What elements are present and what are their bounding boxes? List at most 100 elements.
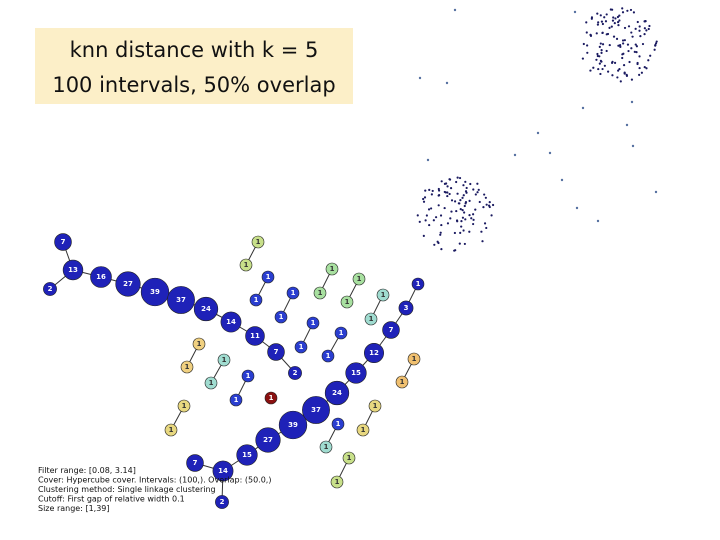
node (90, 266, 112, 288)
node-label: 39 (150, 288, 160, 296)
dot (464, 180, 467, 183)
dot (616, 15, 620, 19)
dot (603, 16, 606, 19)
node (352, 272, 366, 286)
dot (581, 57, 584, 60)
dot (598, 45, 601, 48)
dot (450, 210, 453, 213)
dot (647, 27, 650, 31)
node-label: 1 (361, 426, 366, 434)
dot (476, 191, 479, 194)
node-label: 1 (209, 379, 214, 387)
node (245, 326, 265, 346)
dot (484, 196, 487, 199)
node (398, 300, 414, 316)
dot (464, 202, 467, 205)
dot (612, 35, 616, 38)
dot (618, 67, 621, 71)
dot (439, 214, 443, 217)
node (407, 352, 421, 366)
dot (474, 193, 477, 196)
dot (655, 40, 658, 43)
dot (459, 208, 462, 211)
node (331, 417, 345, 431)
dot (629, 8, 633, 12)
dot (423, 196, 427, 199)
dot (607, 70, 610, 73)
node-label: 24 (201, 305, 211, 313)
node-label: 39 (288, 421, 298, 429)
dot (643, 20, 646, 23)
node (411, 277, 425, 291)
node (294, 340, 308, 354)
dot (616, 76, 619, 79)
dot (623, 72, 626, 75)
dot (426, 158, 430, 162)
dot (485, 226, 488, 230)
dot (643, 32, 646, 36)
dot (482, 206, 485, 209)
dot (463, 242, 466, 246)
dot (485, 203, 488, 206)
node (382, 321, 400, 339)
node-label: 1 (400, 378, 405, 386)
dot (649, 54, 652, 57)
dot (472, 188, 475, 191)
node-label: 16 (96, 273, 106, 281)
node (313, 286, 327, 300)
dot (595, 58, 598, 61)
node-label: 1 (336, 420, 341, 428)
node (236, 444, 258, 466)
dot (449, 186, 453, 190)
dot (416, 214, 419, 217)
dot (609, 8, 612, 11)
dot (596, 219, 600, 223)
dot (455, 180, 458, 184)
dot (596, 54, 599, 58)
node-label: 1 (291, 289, 296, 297)
node (340, 295, 354, 309)
dot (619, 43, 622, 47)
dot (638, 25, 641, 28)
title-line: knn distance with k = 5 (70, 38, 319, 62)
node-label: 1 (169, 426, 174, 434)
dot (470, 217, 473, 220)
dot (459, 231, 462, 234)
dot (468, 230, 471, 233)
dot (461, 196, 464, 199)
dot (424, 219, 427, 222)
dot (605, 13, 608, 16)
dot (621, 7, 624, 10)
dot (472, 213, 475, 216)
dot (586, 51, 589, 54)
node-label: 7 (61, 238, 66, 246)
node-label: 11 (250, 332, 260, 340)
node-label: 1 (347, 454, 352, 462)
dot (654, 42, 658, 45)
info-line: Size range: [1,39] (38, 504, 110, 513)
node-label: 14 (226, 318, 236, 326)
dot (468, 214, 471, 217)
node (261, 270, 275, 284)
dot (456, 176, 459, 179)
dot (437, 194, 440, 197)
dot (611, 19, 615, 22)
dot (483, 222, 487, 225)
node-label: 13 (68, 266, 78, 274)
dot (596, 12, 599, 15)
dot (444, 191, 447, 194)
dot (634, 27, 637, 30)
node (180, 360, 194, 374)
dot (623, 26, 627, 30)
dot (478, 200, 481, 204)
dot (597, 67, 600, 71)
node (115, 271, 141, 297)
node (278, 410, 308, 440)
dot (621, 39, 625, 42)
dot (487, 204, 491, 207)
dot (463, 204, 466, 208)
dot (632, 11, 636, 14)
dot (428, 188, 431, 191)
dot (585, 31, 588, 34)
dot (630, 47, 633, 50)
